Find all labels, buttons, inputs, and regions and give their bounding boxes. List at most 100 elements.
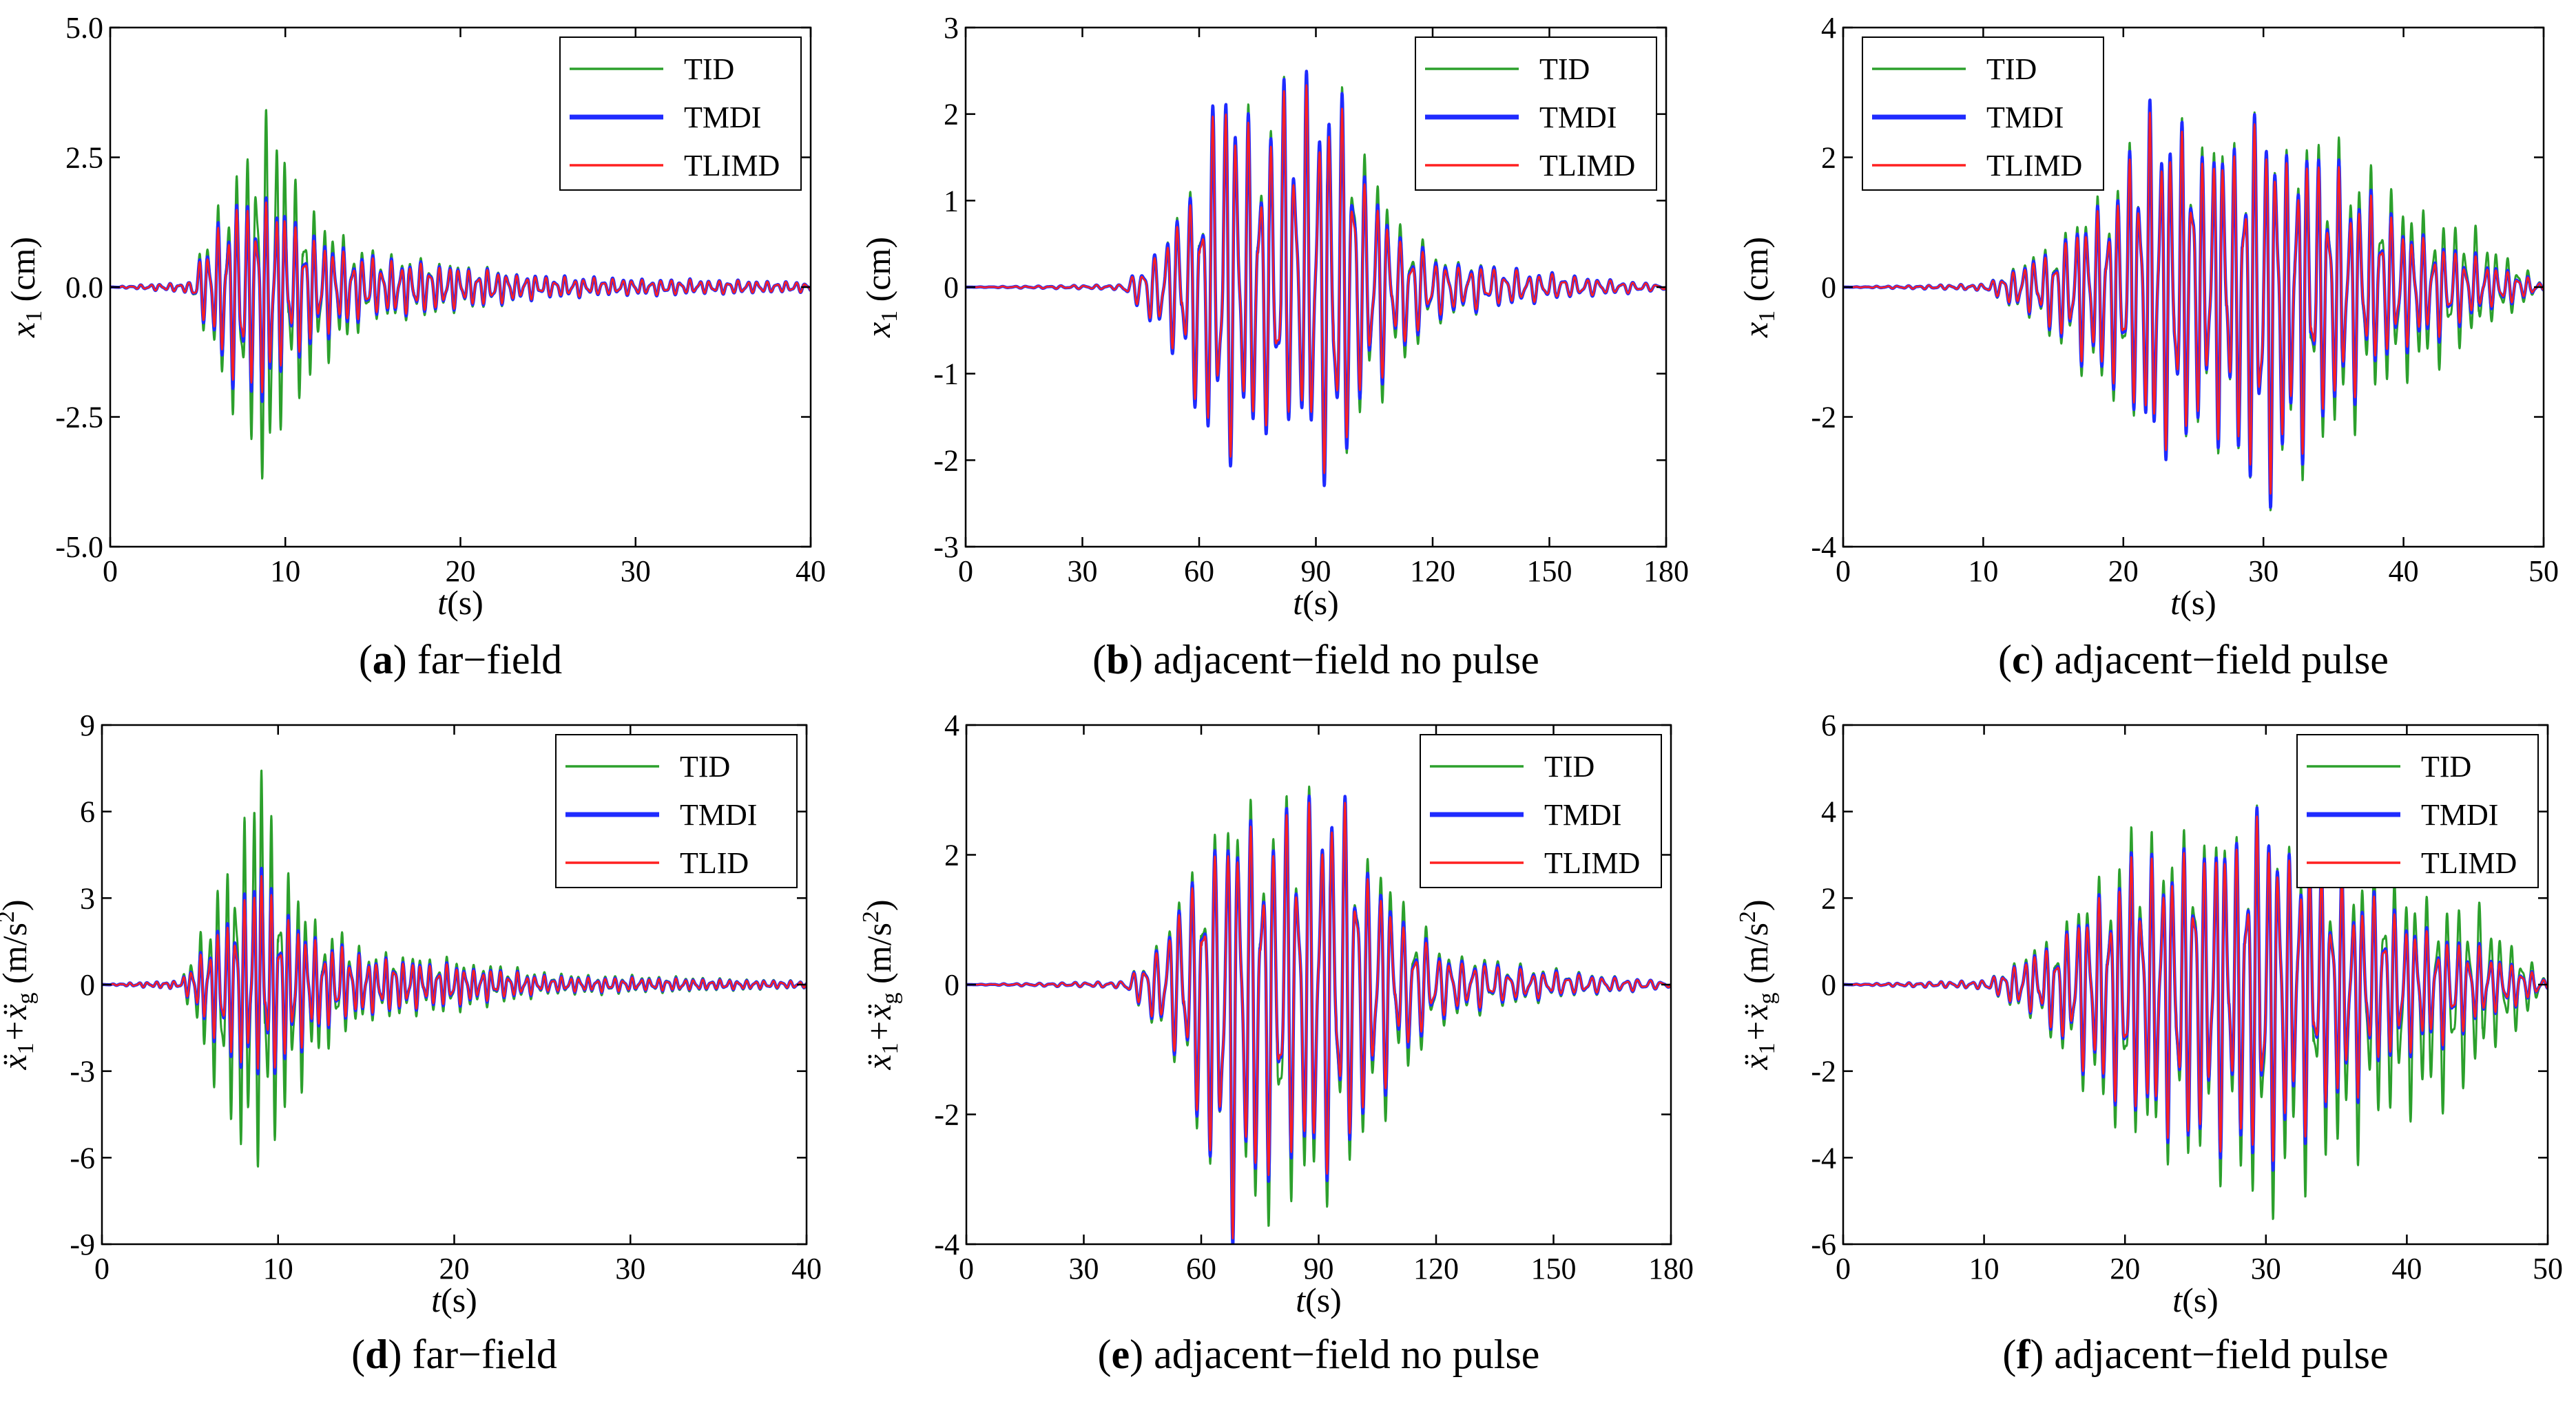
y-tick-label: -2 (1811, 1055, 1836, 1089)
panel-e: 0 30 60 90 120 150 180 -4 -2 0 2 4 t(s) ẍ1+ẍg (m/s2) T… (858, 709, 1694, 1377)
y-tick-label: 3 (80, 881, 95, 915)
y-tick-label: -9 (70, 1228, 95, 1261)
x-tick-label: 150 (1527, 554, 1572, 588)
panel-caption: (c) adjacent−field pulse (1998, 637, 2389, 682)
y-tick-label: 2.5 (65, 141, 103, 175)
legend-label: TID (1986, 52, 2037, 86)
x-tick-label: 10 (1969, 1252, 1999, 1286)
y-tick-label: -3 (933, 530, 959, 564)
series-line-tmdi (102, 866, 807, 1076)
y-tick-label: 1 (944, 184, 959, 218)
series-group (1843, 804, 2548, 1220)
x-axis-label: t(s) (1296, 1281, 1342, 1319)
legend-label: TMDI (684, 101, 761, 134)
panel-caption: (f) adjacent−field pulse (2002, 1332, 2388, 1377)
x-tick-label: 0 (958, 554, 973, 588)
panel-d: 0 10 20 30 40 -9 -6 -3 0 3 6 9 t(s) ẍ1+ẍg (m/s2) TID TM… (0, 709, 822, 1377)
x-tick-label: 90 (1301, 554, 1331, 588)
legend: TID TMDI TLIMD (1862, 36, 2104, 191)
x-tick-label: 0 (94, 1252, 110, 1286)
series-group (966, 785, 1671, 1244)
y-axis-label: ẍ1+ẍg (m/s2) (858, 899, 903, 1070)
x-tick-label: 180 (1643, 554, 1689, 588)
y-tick-label: 0 (1821, 271, 1836, 304)
y-tick-label: 4 (1821, 795, 1836, 829)
x-tick-label: 0 (959, 1252, 974, 1286)
legend: TID TMDI TLIMD (2296, 734, 2539, 888)
y-tick-label: 5.0 (65, 11, 103, 45)
y-tick-label: -4 (1811, 530, 1836, 564)
legend-label: TID (1544, 750, 1595, 784)
x-tick-label: 10 (270, 554, 300, 588)
panel-caption: (e) adjacent−field no pulse (1098, 1332, 1540, 1377)
x-tick-label: 30 (2248, 554, 2278, 588)
y-axis-label: ẍ1+ẍg (m/s2) (1735, 899, 1780, 1070)
legend-label: TLIMD (1986, 149, 2082, 182)
legend-label: TLID (680, 846, 749, 880)
y-tick-label: 0 (944, 968, 959, 1002)
series-group (966, 70, 1666, 487)
x-tick-label: 0 (1836, 554, 1851, 588)
y-tick-label: 6 (1821, 709, 1836, 742)
x-tick-label: 0 (1836, 1252, 1851, 1286)
x-tick-label: 40 (791, 1252, 822, 1286)
panel-a: 0 10 20 30 40 -5.0 -2.5 0.0 2.5 5.0 t(s) x1 (cm) TID… (3, 11, 826, 682)
y-tick-label: 6 (80, 795, 95, 829)
legend-label: TMDI (1544, 798, 1621, 832)
y-tick-label: 4 (944, 709, 959, 742)
series-group (110, 109, 811, 480)
series-line-tlimd (1843, 815, 2548, 1162)
x-tick-label: 30 (621, 554, 651, 588)
legend: TID TMDI TLIMD (1420, 734, 1662, 888)
series-line-tlimd (966, 801, 1671, 1239)
x-tick-label: 0 (103, 554, 118, 588)
y-axis-label: ẍ1+ẍg (m/s2) (0, 899, 39, 1070)
legend: TID TMDI TLIMD (1415, 36, 1657, 191)
y-tick-label: 4 (1821, 11, 1836, 45)
legend-label: TID (684, 52, 734, 86)
y-axis-label: x1 (cm) (1736, 237, 1780, 338)
y-axis-label: x1 (cm) (859, 237, 902, 338)
x-tick-label: 120 (1410, 554, 1455, 588)
y-tick-label: -2.5 (55, 401, 103, 434)
y-tick-label: 2 (1821, 141, 1836, 175)
panel-c: 0 10 20 30 40 50 -4 -2 0 2 4 t(s) x1 (cm) TID TMDI TLIM… (1736, 11, 2559, 682)
legend-label: TMDI (2421, 798, 2498, 832)
series-line-tlid (102, 874, 807, 1070)
legend: TID TMDI TLIMD (559, 36, 802, 191)
panel-b: 0 30 60 90 120 150 180 -3 -2 -1 0 1 2 3 t(s) x1 (cm) TID… (859, 11, 1689, 682)
legend-box (555, 734, 798, 888)
x-tick-label: 90 (1304, 1252, 1334, 1286)
y-tick-label: 9 (80, 709, 95, 742)
x-tick-label: 30 (1069, 1252, 1099, 1286)
y-tick-label: 0 (1821, 968, 1836, 1002)
x-axis-label: t(s) (2172, 1281, 2219, 1319)
legend-label: TLIMD (684, 149, 780, 182)
x-tick-label: 20 (439, 1252, 470, 1286)
x-tick-label: 20 (446, 554, 476, 588)
y-tick-label: -1 (933, 357, 959, 391)
series-line-tlimd (110, 201, 811, 394)
panel-caption: (a) far−field (359, 637, 562, 682)
x-tick-label: 40 (2389, 554, 2419, 588)
legend-label: TID (680, 750, 730, 784)
y-tick-label: -6 (1811, 1228, 1836, 1261)
x-axis-label: t(s) (431, 1281, 477, 1319)
x-tick-label: 20 (2108, 554, 2139, 588)
x-tick-label: 10 (263, 1252, 293, 1286)
y-tick-label: -4 (1811, 1141, 1836, 1175)
series-group (1843, 98, 2544, 512)
y-tick-label: -2 (934, 1098, 959, 1132)
x-tick-label: 30 (615, 1252, 645, 1286)
legend-label: TID (1539, 52, 1590, 86)
x-tick-label: 60 (1184, 554, 1214, 588)
x-tick-label: 30 (2251, 1252, 2281, 1286)
legend-label: TMDI (1986, 101, 2064, 134)
x-tick-label: 40 (796, 554, 826, 588)
panel-caption: (b) adjacent−field no pulse (1092, 637, 1539, 682)
legend: TID TMDI TLID (555, 734, 798, 888)
legend-label: TID (2421, 750, 2471, 784)
x-tick-label: 120 (1413, 1252, 1459, 1286)
y-tick-label: 0 (944, 271, 959, 304)
